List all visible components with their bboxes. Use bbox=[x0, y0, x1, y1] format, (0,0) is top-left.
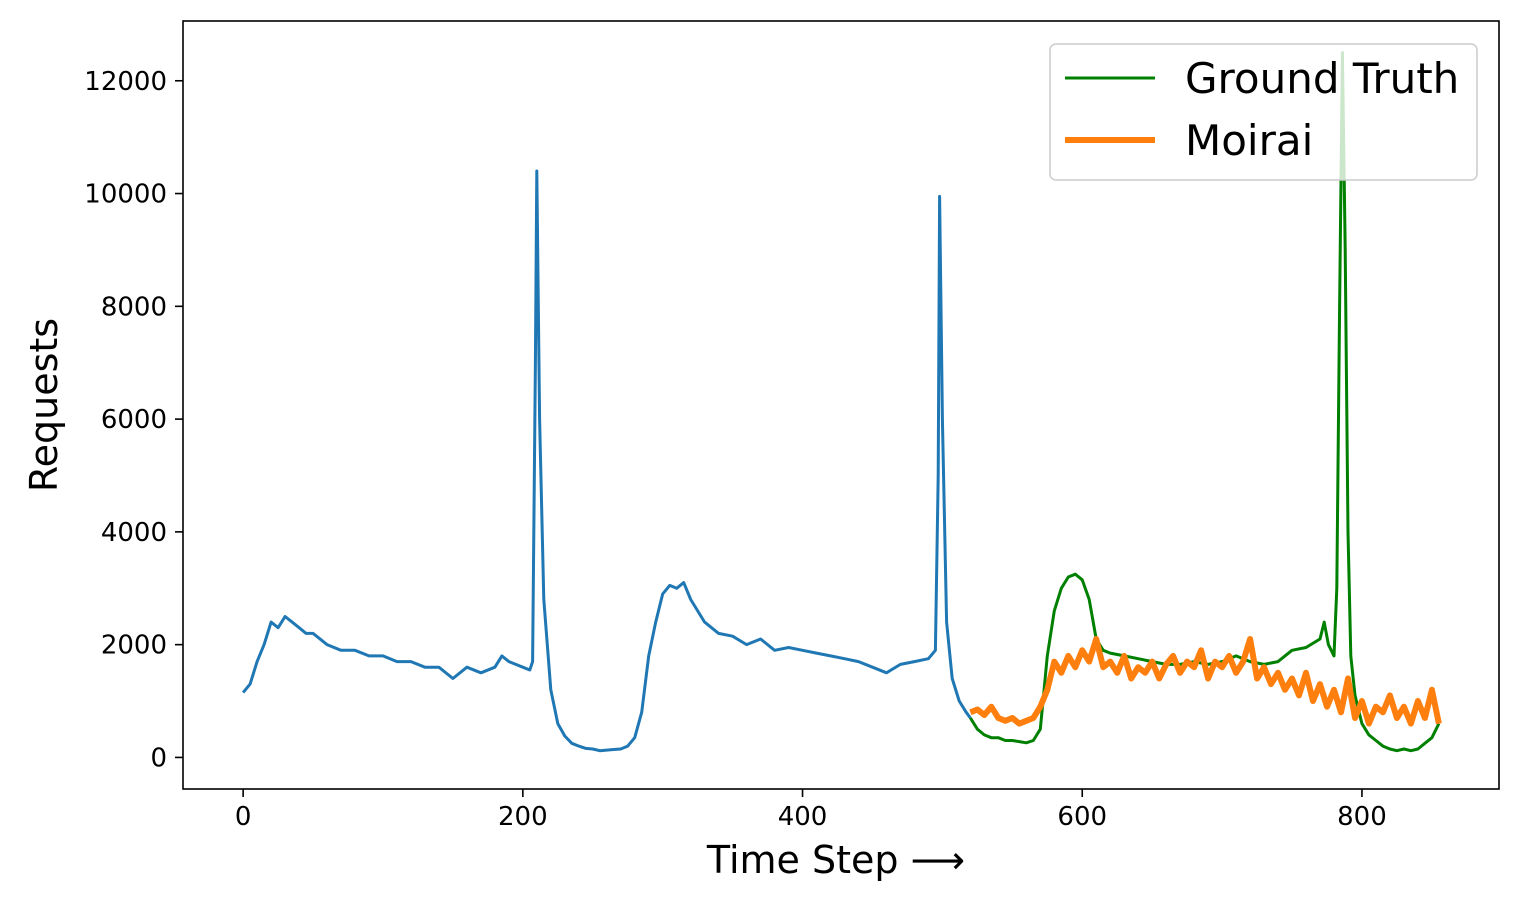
y-tick-label: 6000 bbox=[101, 405, 167, 435]
y-tick-label: 0 bbox=[150, 743, 167, 773]
series-line-history bbox=[241, 169, 972, 753]
legend: Ground Truth Moirai bbox=[1049, 43, 1478, 181]
y-axis-ticks: 0 2000 4000 6000 8000 10000 12000 bbox=[84, 67, 183, 773]
x-tick-label: 400 bbox=[778, 802, 828, 832]
legend-frame bbox=[1049, 43, 1478, 181]
x-tick-label: 600 bbox=[1057, 802, 1107, 832]
series-layer bbox=[241, 51, 1442, 753]
x-axis-ticks: 0 200 400 600 800 bbox=[235, 789, 1387, 832]
plot-frame bbox=[182, 20, 1500, 790]
y-tick-label: 4000 bbox=[101, 518, 167, 548]
x-tick-label: 200 bbox=[498, 802, 548, 832]
series-line-moirai bbox=[969, 636, 1442, 727]
x-tick-label: 0 bbox=[235, 802, 252, 832]
legend-label-ground-truth: Ground Truth bbox=[1185, 54, 1459, 103]
y-tick-label: 2000 bbox=[101, 631, 167, 661]
y-axis-label: Requests bbox=[22, 318, 66, 492]
y-tick-label: 8000 bbox=[101, 292, 167, 322]
y-tick-label: 12000 bbox=[84, 67, 167, 97]
x-axis-label: Time Step ⟶ bbox=[706, 838, 965, 882]
x-tick-label: 800 bbox=[1337, 802, 1387, 832]
y-tick-label: 10000 bbox=[84, 180, 167, 210]
legend-label-moirai: Moirai bbox=[1185, 116, 1313, 165]
